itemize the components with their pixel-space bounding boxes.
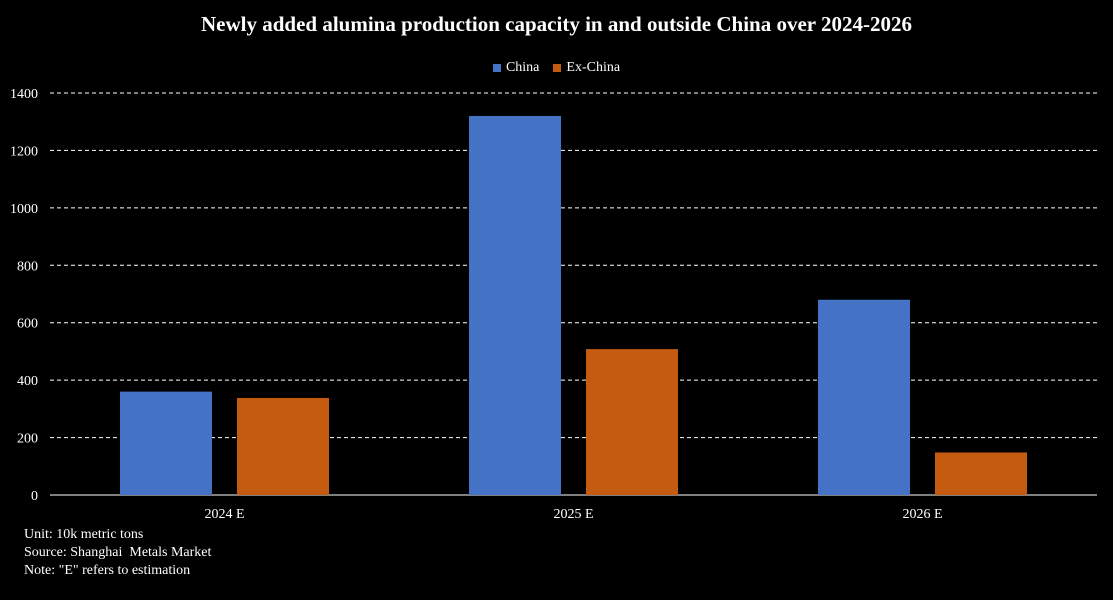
y-tick-label: 400: [17, 374, 38, 389]
y-tick-label: 1200: [10, 144, 38, 159]
legend: China Ex-China: [0, 60, 1113, 76]
y-tick-label: 0: [31, 489, 38, 504]
bar-china-1: [469, 115, 561, 495]
y-tick-label: 1400: [10, 87, 38, 102]
bar-ex-china-1: [586, 349, 678, 495]
bar-ex-china-2: [935, 452, 1027, 495]
y-tick-label: 600: [17, 317, 38, 332]
legend-item-ex-china: Ex-China: [553, 60, 620, 76]
y-tick-label: 200: [17, 432, 38, 447]
legend-label-ex-china: Ex-China: [566, 60, 621, 75]
chart-title: Newly added alumina production capacity …: [201, 12, 912, 36]
unit-note: Unit: 10k metric tons: [24, 527, 144, 542]
x-tick-label: 2025 E: [553, 507, 593, 522]
legend-swatch-ex-china: [553, 64, 562, 72]
legend-swatch-china: [492, 64, 501, 72]
source-note: Source: Shanghai Metals Market: [24, 545, 212, 560]
x-tick-label: 2024 E: [204, 507, 244, 522]
chart-notes: Unit: 10k metric tons Source: Shanghai M…: [24, 526, 211, 580]
y-tick-label: 800: [17, 259, 38, 274]
x-tick-label: 2026 E: [902, 507, 942, 522]
y-tick-label: 1000: [10, 202, 38, 217]
bar-china-2: [818, 299, 910, 495]
legend-item-china: China: [492, 60, 540, 76]
bar-ex-china-0: [237, 397, 329, 495]
legend-label-china: China: [505, 60, 540, 75]
estimation-note: Note: "E" refers to estimation: [24, 563, 191, 578]
bar-china-0: [120, 391, 212, 495]
